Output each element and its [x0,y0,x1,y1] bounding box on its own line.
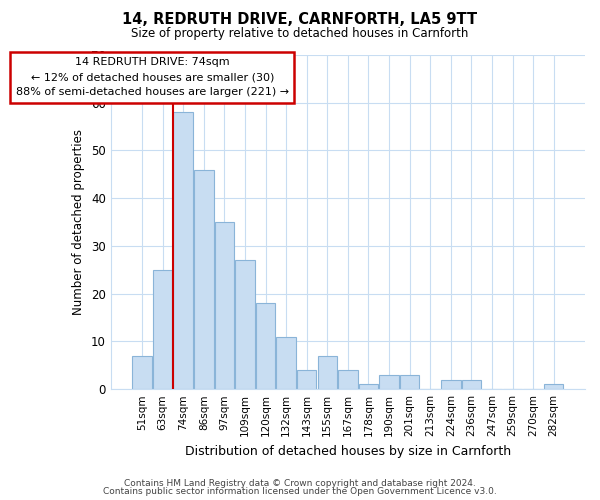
Bar [277,336,296,389]
Bar [461,380,481,389]
Bar [359,384,378,389]
Text: Size of property relative to detached houses in Carnforth: Size of property relative to detached ho… [131,28,469,40]
Text: 14 REDRUTH DRIVE: 74sqm
← 12% of detached houses are smaller (30)
88% of semi-de: 14 REDRUTH DRIVE: 74sqm ← 12% of detache… [16,58,289,97]
Bar [317,356,337,389]
Text: Contains HM Land Registry data © Crown copyright and database right 2024.: Contains HM Land Registry data © Crown c… [124,478,476,488]
Bar [133,356,152,389]
Bar [256,303,275,389]
Bar [379,375,399,389]
Bar [215,222,234,389]
Bar [441,380,461,389]
Bar [173,112,193,389]
Text: 14, REDRUTH DRIVE, CARNFORTH, LA5 9TT: 14, REDRUTH DRIVE, CARNFORTH, LA5 9TT [122,12,478,28]
Y-axis label: Number of detached properties: Number of detached properties [73,129,85,315]
Text: Contains public sector information licensed under the Open Government Licence v3: Contains public sector information licen… [103,487,497,496]
Bar [235,260,255,389]
Bar [400,375,419,389]
Bar [338,370,358,389]
Bar [153,270,172,389]
Bar [194,170,214,389]
Bar [544,384,563,389]
Bar [297,370,316,389]
X-axis label: Distribution of detached houses by size in Carnforth: Distribution of detached houses by size … [185,444,511,458]
